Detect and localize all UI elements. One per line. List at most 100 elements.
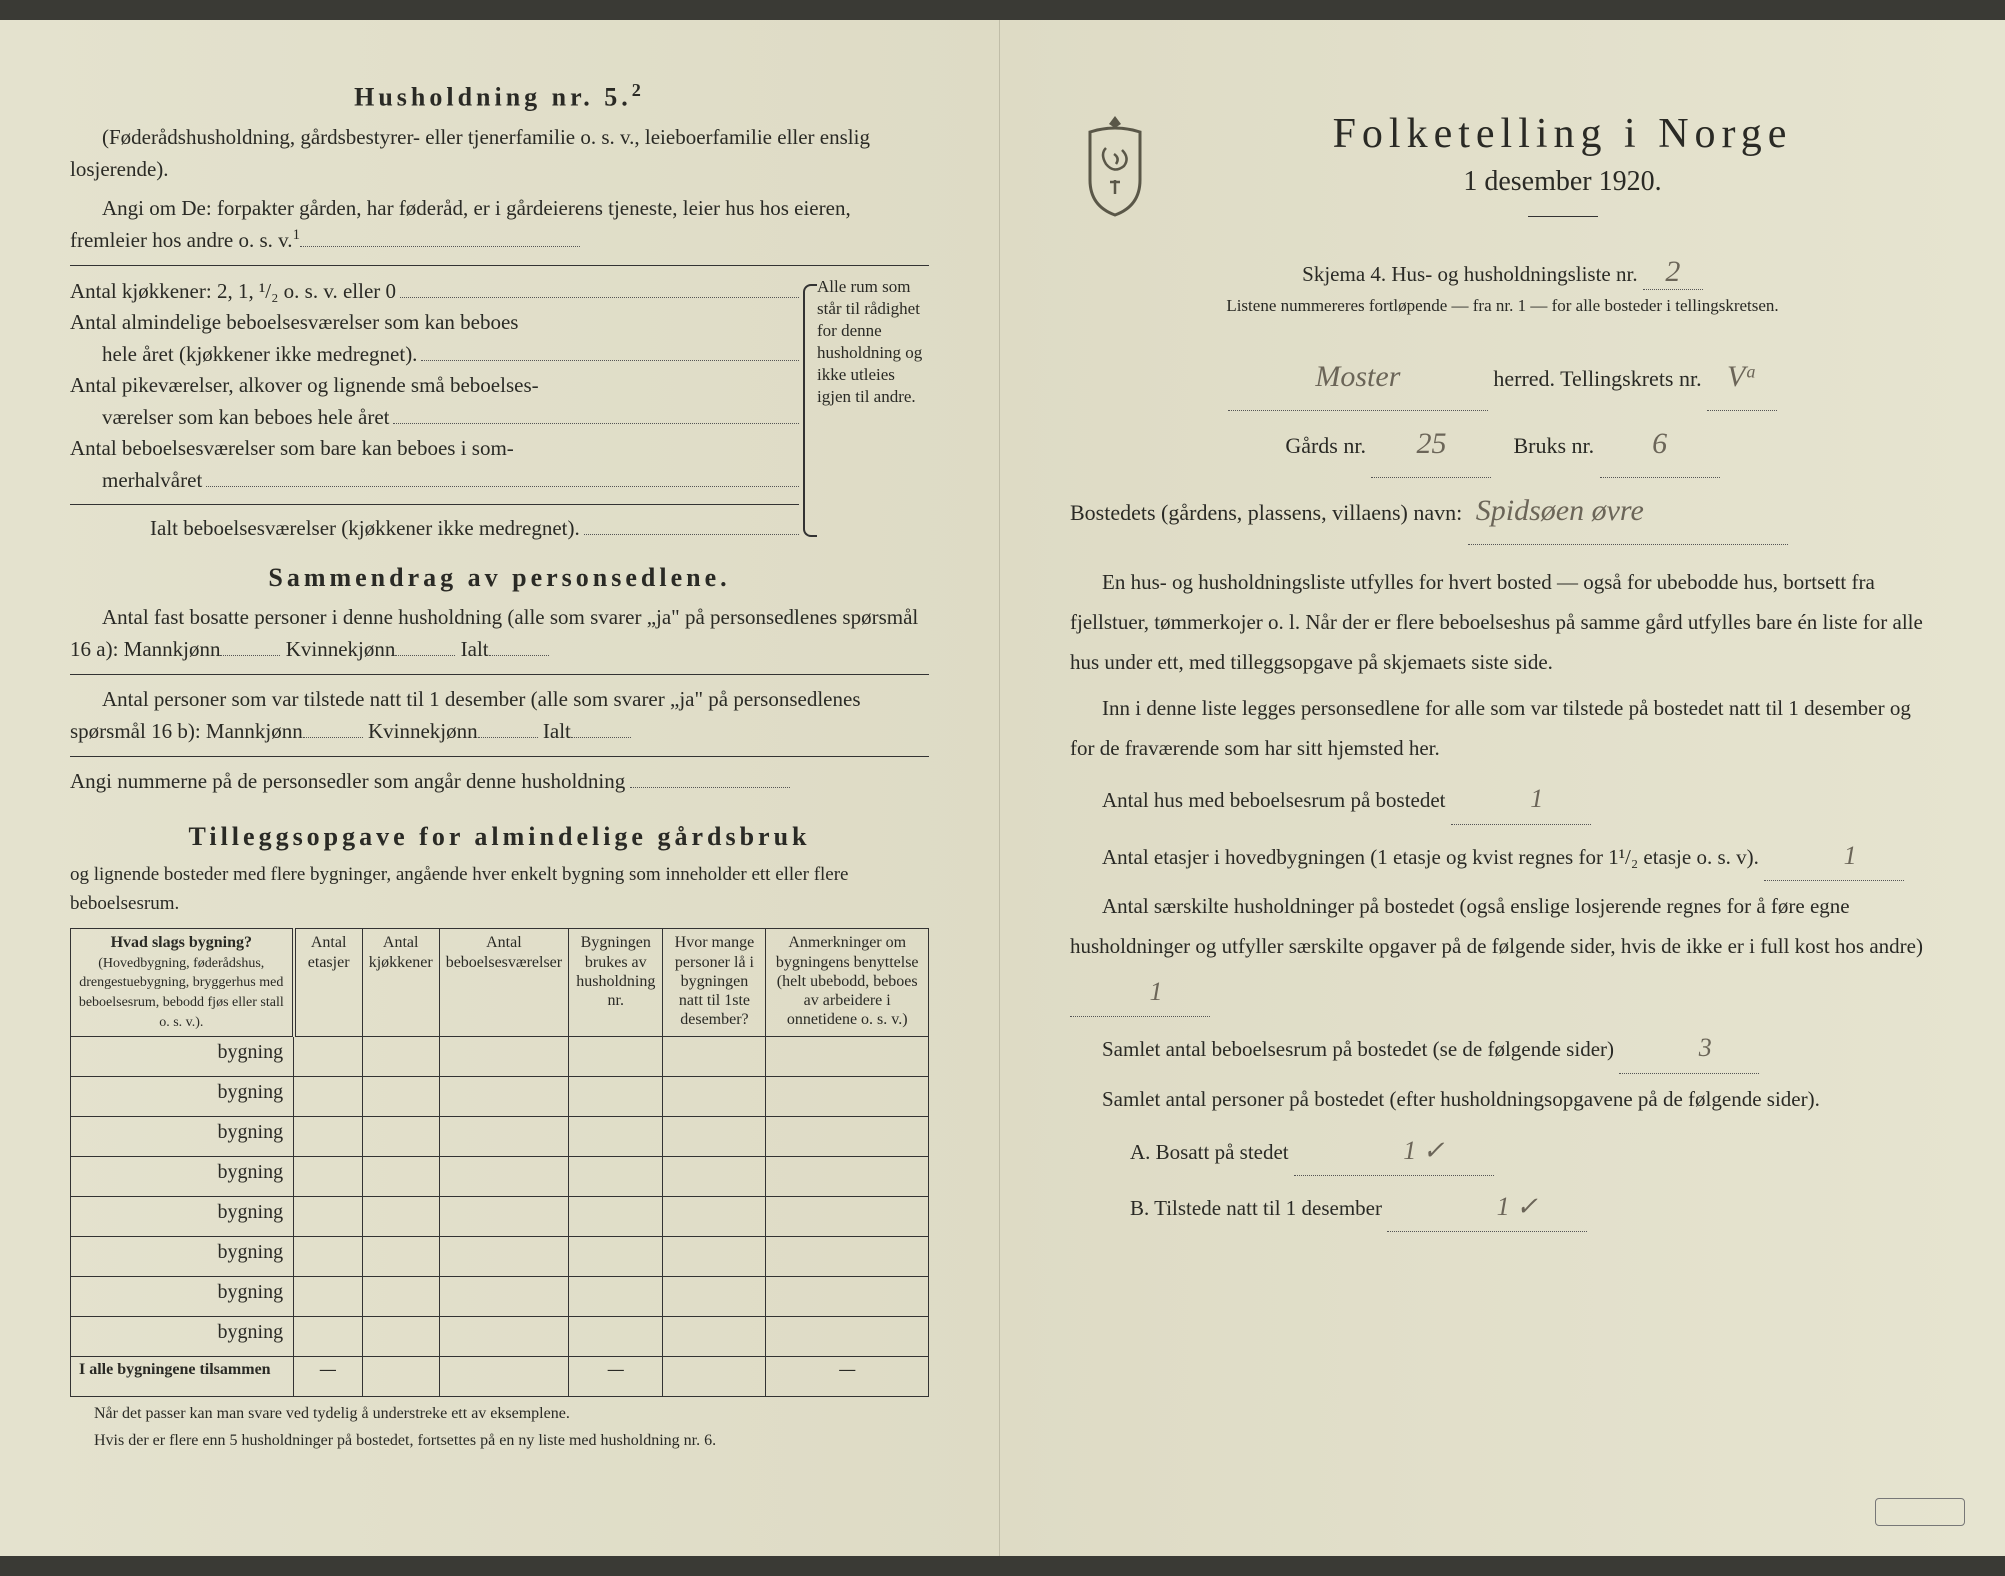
- gards-value: 25: [1371, 411, 1491, 478]
- cell: [362, 1276, 439, 1316]
- cell: [294, 1156, 363, 1196]
- th-7: Anmerkninger om bygningens benyttelse (h…: [766, 929, 929, 1036]
- section3-title: Tilleggsopgave for almindelige gårdsbruk: [70, 822, 929, 852]
- kjokken-row-1: Antal kjøkkener: 2, 1, ¹/₂ o. s. v. elle…: [70, 276, 799, 308]
- cell: [766, 1116, 929, 1156]
- kjokken-line2a: Antal almindelige beboelsesværelser som …: [70, 307, 518, 339]
- cell: [294, 1196, 363, 1236]
- kjokken-lines: Antal kjøkkener: 2, 1, ¹/₂ o. s. v. elle…: [70, 276, 799, 545]
- q1-label: Antal hus med beboelsesrum på bostedet: [1102, 788, 1446, 812]
- cell: [439, 1076, 568, 1116]
- kjokken-block: Antal kjøkkener: 2, 1, ¹/₂ o. s. v. elle…: [70, 276, 929, 545]
- section2-p2b: Kvinnekjønn: [368, 719, 478, 743]
- table-header-row: Hvad slags bygning? (Hovedbygning, føder…: [71, 929, 929, 1036]
- cell: [439, 1036, 568, 1076]
- th-2: Antal etasjer: [294, 929, 363, 1036]
- qB-value: 1 ✓: [1387, 1182, 1587, 1232]
- cell: [766, 1076, 929, 1116]
- cell: [362, 1356, 439, 1396]
- dots: [584, 516, 799, 535]
- table-row: bygning: [71, 1276, 929, 1316]
- table-row: bygning: [71, 1116, 929, 1156]
- herred-row: Moster herred. Tellingskrets nr. Vᵃ: [1070, 344, 1935, 411]
- cell: [294, 1116, 363, 1156]
- kjokken-line2b: hele året (kjøkkener ikke medregnet).: [102, 339, 417, 371]
- coat-of-arms-icon: [1070, 110, 1160, 220]
- cell: [766, 1236, 929, 1276]
- cell: [294, 1076, 363, 1116]
- q3-value: 1: [1070, 967, 1210, 1017]
- section2-title: Sammendrag av personsedlene.: [70, 563, 929, 593]
- bosted-label: Bostedets (gårdens, plassens, villaens) …: [1070, 500, 1462, 525]
- section1-sub1: (Føderådshusholdning, gårdsbestyrer- ell…: [70, 121, 929, 186]
- row-label: bygning: [71, 1236, 294, 1276]
- bosted-value: Spidsøen øvre: [1468, 478, 1788, 545]
- q4-value: 3: [1619, 1023, 1759, 1073]
- qB-label: B. Tilstede natt til 1 desember: [1130, 1196, 1382, 1220]
- dots: [393, 405, 799, 424]
- kjokken-line4b: merhalvåret: [102, 465, 202, 497]
- liste-nr-value: 2: [1643, 255, 1703, 290]
- body2: Inn i denne liste legges personsedlene f…: [1070, 689, 1935, 769]
- subtitle: 1 desember 1920.: [1190, 166, 1935, 198]
- kjokken-line1: Antal kjøkkener: 2, 1, ¹/₂ o. s. v. elle…: [70, 276, 396, 308]
- cell: [362, 1116, 439, 1156]
- cell: [294, 1036, 363, 1076]
- kjokken-line3a: Antal pikeværelser, alkover og lignende …: [70, 370, 539, 402]
- title-text-block: Folketelling i Norge 1 desember 1920.: [1190, 110, 1935, 235]
- cell: [766, 1316, 929, 1356]
- divider: [70, 265, 929, 266]
- q2-row: Antal etasjer i hovedbygningen (1 etasje…: [1070, 831, 1935, 881]
- section1-title: Husholdning nr. 5.2: [70, 80, 929, 113]
- document-spread: Husholdning nr. 5.2 (Føderådshusholdning…: [0, 20, 2005, 1556]
- q2-value: 1: [1764, 831, 1904, 881]
- cell: [439, 1156, 568, 1196]
- dash: —: [766, 1356, 929, 1396]
- kjokken-row-4b: merhalvåret: [70, 465, 799, 497]
- fill: [220, 635, 280, 656]
- form-line-1: Skjema 4. Hus- og husholdningsliste nr. …: [1070, 255, 1935, 290]
- section2-p1b: Kvinnekjønn: [286, 637, 396, 661]
- table-row: bygning: [71, 1036, 929, 1076]
- th-4: Antal beboelsesværelser: [439, 929, 568, 1036]
- cell: [663, 1196, 766, 1236]
- row-label: bygning: [71, 1156, 294, 1196]
- herred-value: Moster: [1228, 344, 1488, 411]
- gards-label: Gårds nr.: [1285, 433, 1366, 458]
- section2-p3: Angi nummerne på de personsedler som ang…: [70, 769, 625, 793]
- bygning-table: Hvad slags bygning? (Hovedbygning, føder…: [70, 928, 929, 1396]
- table-row: bygning: [71, 1156, 929, 1196]
- kjokken-line5: Ialt beboelsesværelser (kjøkkener ikke m…: [150, 513, 580, 545]
- title-block: Folketelling i Norge 1 desember 1920.: [1070, 110, 1935, 235]
- cell: [663, 1116, 766, 1156]
- qB-row: B. Tilstede natt til 1 desember 1 ✓: [1070, 1182, 1935, 1232]
- th-5: Bygningen brukes av husholdning nr.: [569, 929, 663, 1036]
- fill: [571, 717, 631, 738]
- cell: [294, 1276, 363, 1316]
- fill: [630, 767, 790, 788]
- cell: [766, 1036, 929, 1076]
- bruks-label: Bruks nr.: [1513, 433, 1594, 458]
- th-1: Hvad slags bygning? (Hovedbygning, føder…: [71, 929, 294, 1036]
- cell: [294, 1316, 363, 1356]
- table-body: bygning bygning bygning bygning bygning …: [71, 1036, 929, 1396]
- right-body: En hus- og husholdningsliste utfylles fo…: [1070, 563, 1935, 1232]
- cell: [362, 1196, 439, 1236]
- table-row: bygning: [71, 1316, 929, 1356]
- kjokken-row-2b: hele året (kjøkkener ikke medregnet).: [70, 339, 799, 371]
- qA-value: 1 ✓: [1294, 1126, 1494, 1176]
- cell: [663, 1316, 766, 1356]
- section1-sub2-wrap: Angi om De: forpakter gården, har føderå…: [70, 192, 929, 257]
- q4-label: Samlet antal beboelsesrum på bostedet (s…: [1102, 1037, 1614, 1061]
- row-label: bygning: [71, 1036, 294, 1076]
- cell: [569, 1036, 663, 1076]
- kjokken-row-2a: Antal almindelige beboelsesværelser som …: [70, 307, 799, 339]
- section2-p2c: Ialt: [543, 719, 571, 743]
- printer-stamp: [1875, 1498, 1965, 1526]
- fill: [489, 635, 549, 656]
- section1-title-super: 2: [632, 80, 645, 100]
- cell: [362, 1236, 439, 1276]
- cell: [569, 1316, 663, 1356]
- gards-row: Gårds nr. 25 Bruks nr. 6: [1070, 411, 1935, 478]
- dots: [421, 342, 799, 361]
